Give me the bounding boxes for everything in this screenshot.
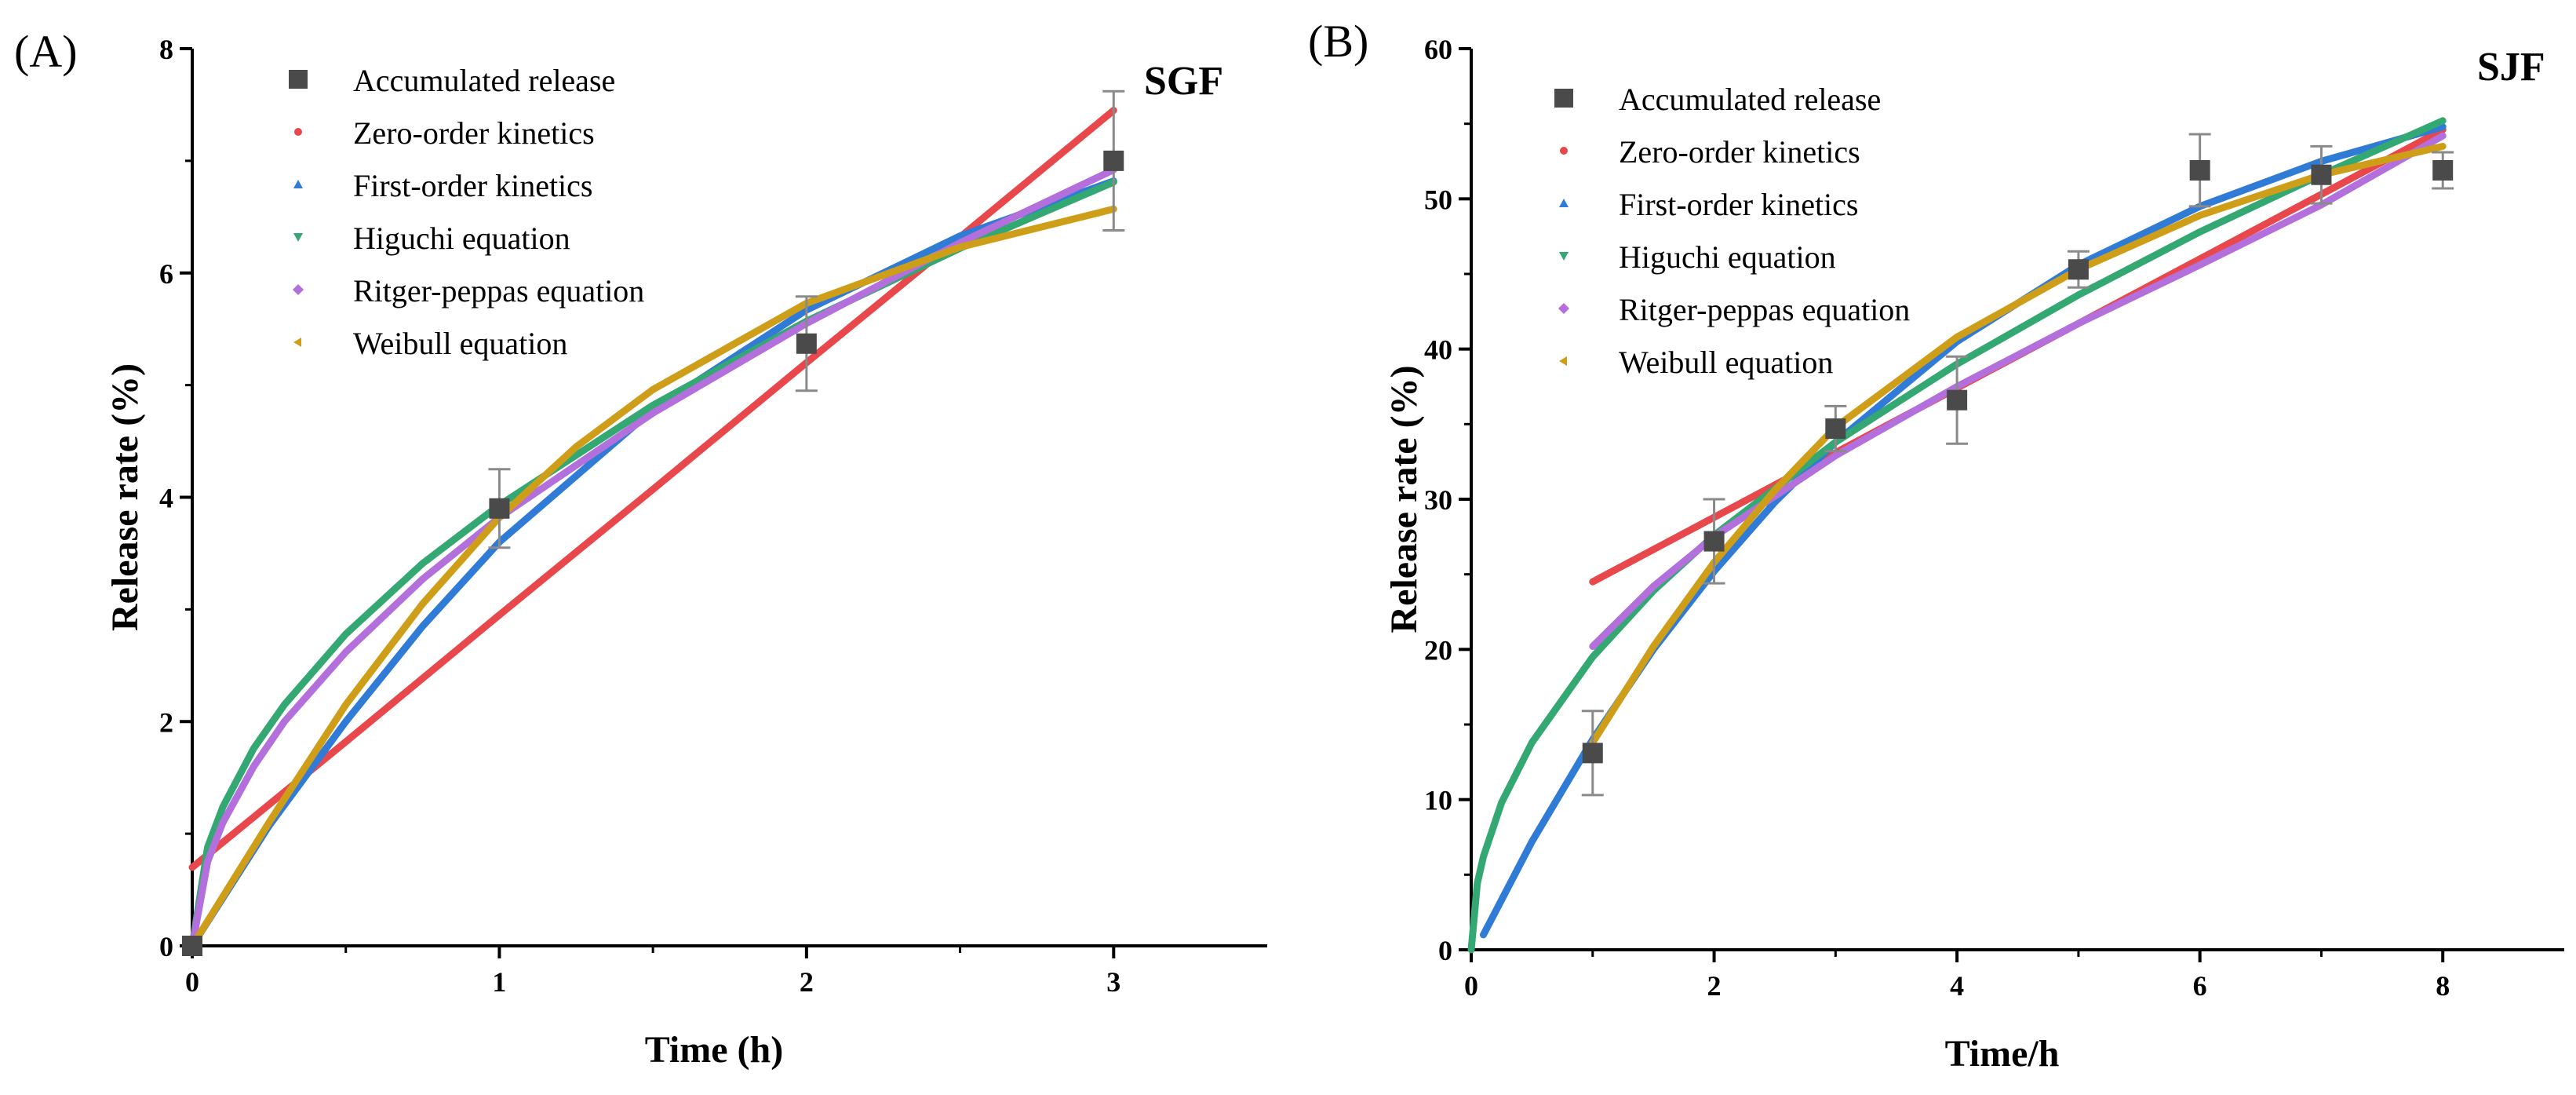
data-point	[2068, 259, 2089, 280]
series-line-first-order	[188, 177, 1117, 950]
legend-marker-zero-order	[294, 128, 302, 136]
x-tick-label: 8	[2436, 970, 2450, 1002]
y-tick-label: 2	[159, 706, 173, 738]
legend-label: Zero-order kinetics	[353, 115, 595, 151]
series-line-weibull	[188, 205, 1117, 950]
legend-label: Accumulated release	[1619, 82, 1881, 117]
y-axis-title: Release rate (%)	[1383, 365, 1425, 633]
y-tick-label: 50	[1424, 184, 1452, 215]
y-tick-label: 0	[159, 931, 173, 962]
medium-label: SJF	[2477, 45, 2545, 89]
series-line-zero-order	[188, 107, 1117, 871]
y-tick-label: 6	[159, 258, 173, 290]
legend-label: Higuchi equation	[353, 221, 570, 256]
y-tick-label: 20	[1424, 634, 1452, 666]
panel-label: (A)	[14, 26, 78, 77]
legend-marker-first-order	[1559, 199, 1569, 207]
panel-label: (B)	[1308, 16, 1368, 67]
x-tick-label: 2	[1707, 970, 1722, 1002]
legend-marker-first-order	[293, 180, 303, 188]
chart-panel-b: (B) SJF 0 2 4 6 8 0 10 20 30 40 50 60 Time/h Release ra…	[1308, 16, 2564, 1075]
legend-marker-accumulated	[289, 70, 308, 89]
data-point	[796, 333, 817, 354]
series-line-weibull	[1589, 142, 2447, 746]
medium-label: SGF	[1144, 59, 1223, 104]
y-tick-label: 60	[1424, 34, 1452, 65]
data-point	[2432, 159, 2454, 181]
legend-marker-weibull	[293, 338, 301, 347]
x-axis-title: Time (h)	[645, 1029, 783, 1071]
y-tick-label: 30	[1424, 484, 1452, 516]
data-point	[182, 936, 202, 956]
y-tick-label: 40	[1424, 334, 1452, 366]
x-tick-label: 3	[1106, 966, 1120, 998]
y-tick-label: 0	[1438, 935, 1452, 966]
x-tick-label: 4	[1950, 970, 1964, 1002]
legend-label: Ritger-peppas equation	[353, 273, 644, 308]
series-line-higuchi	[1467, 117, 2447, 954]
x-tick-label: 2	[800, 966, 814, 998]
legend-label: Accumulated release	[353, 63, 615, 98]
legend-marker-zero-order	[1560, 147, 1568, 155]
x-axis-title: Time/h	[1945, 1033, 2060, 1075]
data-point	[1703, 531, 1725, 552]
legend-marker-higuchi	[293, 233, 303, 242]
legend-label: Ritger-peppas equation	[1619, 292, 1910, 327]
legend: Accumulated release Zero-order kinetics Fi…	[289, 63, 644, 361]
x-tick-label: 0	[185, 966, 199, 998]
data-point	[489, 498, 510, 519]
data-point	[1947, 389, 1968, 411]
legend-label: First-order kinetics	[353, 168, 593, 203]
legend-label: Higuchi equation	[1619, 239, 1836, 275]
series-line-ritger-peppas	[188, 166, 1117, 950]
x-tick-label: 0	[1464, 970, 1478, 1002]
legend-marker-accumulated	[1554, 89, 1573, 108]
y-tick-label: 8	[159, 34, 173, 65]
legend: Accumulated release Zero-order kinetics Fi…	[1554, 82, 1910, 380]
data-point	[2189, 159, 2210, 181]
data-point	[1103, 150, 1124, 171]
y-tick-label: 4	[159, 483, 173, 514]
legend-label: Weibull equation	[353, 326, 567, 361]
legend-marker-ritger-peppas	[1558, 303, 1569, 314]
chart-panel-a: (A) SGF 0 1 2 3 0 2 4 6 8 Time (h) Release rate (%) A…	[14, 26, 1267, 1071]
legend-marker-ritger-peppas	[293, 284, 304, 295]
data-point	[2311, 164, 2332, 185]
x-tick-label: 6	[2193, 970, 2207, 1002]
series-line-higuchi	[188, 178, 1117, 950]
legend-marker-weibull	[1559, 356, 1567, 366]
legend-label: First-order kinetics	[1619, 187, 1859, 222]
data-point	[1582, 743, 1603, 764]
x-tick-label: 1	[492, 966, 506, 998]
legend-label: Zero-order kinetics	[1619, 134, 1860, 170]
legend-label: Weibull equation	[1619, 345, 1833, 380]
legend-marker-higuchi	[1559, 252, 1569, 261]
y-tick-label: 10	[1424, 785, 1452, 816]
data-point	[1825, 418, 1846, 440]
y-axis-title: Release rate (%)	[104, 363, 146, 631]
